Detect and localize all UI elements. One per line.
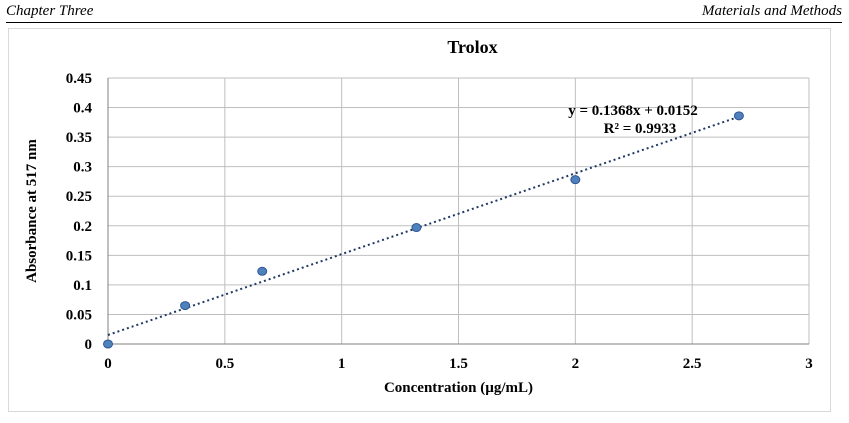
data-points [103, 111, 744, 349]
data-point [570, 175, 581, 185]
chapter-label: Chapter Three [6, 3, 94, 19]
trolox-chart: Trolox 0 0.05 0.1 0.15 0.2 0.25 0.3 0.35 0.4 0.45… [24, 37, 813, 396]
data-point [257, 266, 268, 276]
y-tick-label: 0.25 [66, 189, 92, 205]
chart-title: Trolox [447, 37, 497, 57]
x-tick-label: 1.5 [449, 356, 468, 372]
r-squared-label: R² = 0.9933 [604, 121, 677, 137]
trendline-group [107, 115, 740, 336]
x-tick-label: 2.5 [683, 356, 702, 372]
y-tick-label: 0.45 [66, 71, 92, 87]
data-point [411, 223, 422, 233]
y-tick-label: 0.05 [66, 307, 92, 323]
x-tick-label: 2 [572, 356, 580, 372]
data-point [103, 339, 113, 349]
y-axis-label: Absorbance at 517 nm [24, 139, 40, 283]
section-label: Materials and Methods [702, 3, 842, 19]
chart-frame: Trolox 0 0.05 0.1 0.15 0.2 0.25 0.3 0.35 0.4 0.45… [8, 28, 831, 412]
x-tick-label: 3 [805, 356, 813, 372]
data-point [180, 301, 191, 311]
y-tick-label: 0.15 [66, 248, 92, 264]
x-tick-label: 0.5 [215, 356, 234, 372]
x-axis-label: Concentration (µg/mL) [384, 380, 533, 396]
page-header: Chapter Three Materials and Methods [6, 0, 842, 23]
y-tick-label: 0.3 [73, 160, 92, 176]
trendline [107, 115, 740, 336]
grid [107, 77, 810, 345]
trendline-equation: y = 0.1368x + 0.0152 [568, 103, 698, 119]
x-tick-label: 0 [104, 356, 112, 372]
y-tick-label: 0.1 [73, 278, 92, 294]
y-tick-label: 0 [85, 337, 93, 353]
axes [107, 78, 809, 345]
data-point [733, 111, 744, 121]
y-tick-label: 0.2 [73, 219, 92, 235]
y-tick-label: 0.35 [66, 130, 92, 146]
y-tick-label: 0.4 [73, 101, 92, 117]
tick-labels: 0 0.05 0.1 0.15 0.2 0.25 0.3 0.35 0.4 0.45 0 0.5 1 1.… [66, 71, 813, 372]
x-tick-label: 1 [338, 356, 346, 372]
